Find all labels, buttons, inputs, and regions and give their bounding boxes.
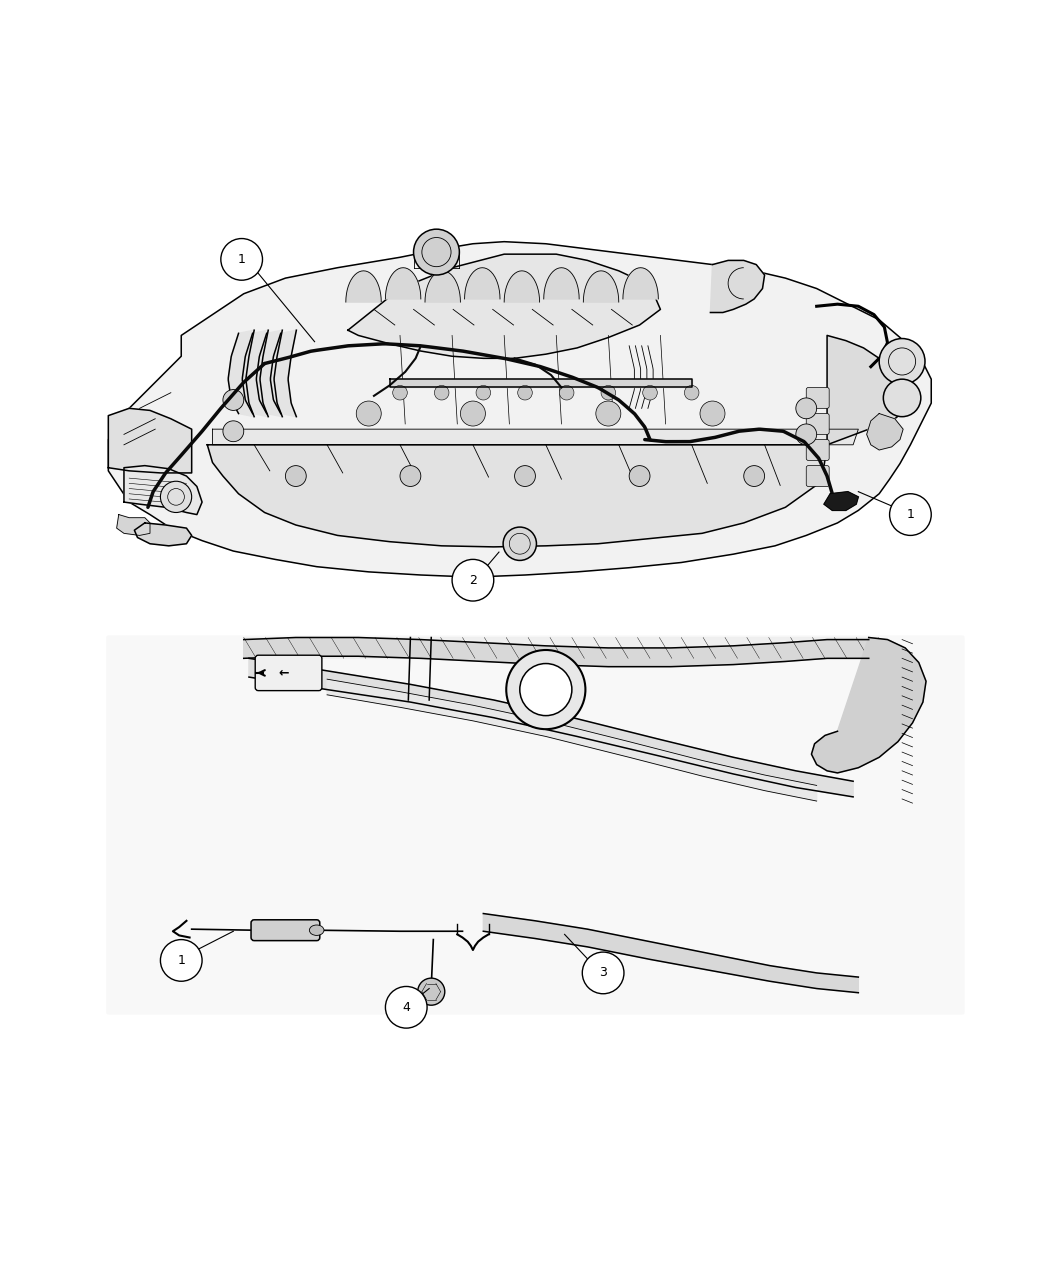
FancyBboxPatch shape [806, 465, 830, 487]
FancyBboxPatch shape [806, 440, 830, 460]
Polygon shape [244, 638, 868, 667]
Circle shape [453, 560, 494, 601]
Polygon shape [108, 242, 931, 578]
Text: 1: 1 [237, 252, 246, 266]
Text: 3: 3 [600, 966, 607, 979]
Polygon shape [425, 270, 460, 302]
Polygon shape [271, 330, 296, 417]
Polygon shape [623, 268, 658, 298]
Polygon shape [827, 335, 905, 445]
Polygon shape [345, 270, 381, 302]
Circle shape [414, 230, 460, 275]
Circle shape [400, 465, 421, 487]
Polygon shape [390, 379, 692, 388]
Polygon shape [124, 465, 202, 515]
Polygon shape [244, 638, 874, 658]
Circle shape [883, 379, 921, 417]
Text: 1: 1 [906, 507, 915, 521]
Circle shape [520, 663, 572, 715]
Text: 4: 4 [402, 1001, 411, 1014]
Circle shape [514, 465, 536, 487]
Circle shape [223, 390, 244, 411]
Circle shape [595, 402, 621, 426]
Circle shape [286, 465, 307, 487]
Polygon shape [584, 270, 618, 302]
Polygon shape [711, 260, 764, 312]
Polygon shape [134, 523, 192, 546]
Circle shape [223, 421, 244, 441]
Circle shape [796, 425, 817, 445]
Circle shape [601, 385, 615, 400]
Ellipse shape [310, 924, 324, 936]
FancyBboxPatch shape [806, 413, 830, 435]
Polygon shape [824, 492, 858, 510]
Polygon shape [243, 330, 268, 417]
Circle shape [518, 385, 532, 400]
Circle shape [356, 402, 381, 426]
Text: ←: ← [278, 667, 289, 680]
FancyBboxPatch shape [255, 655, 322, 691]
Polygon shape [212, 430, 858, 445]
Circle shape [796, 398, 817, 418]
Circle shape [629, 465, 650, 487]
Circle shape [161, 940, 202, 982]
Circle shape [385, 987, 427, 1028]
Polygon shape [483, 914, 858, 993]
FancyBboxPatch shape [806, 388, 830, 408]
Text: 2: 2 [469, 574, 477, 586]
Circle shape [700, 402, 724, 426]
Circle shape [503, 527, 537, 561]
Polygon shape [464, 268, 500, 298]
Circle shape [220, 238, 262, 280]
Polygon shape [504, 270, 540, 302]
Text: 1: 1 [177, 954, 185, 966]
Polygon shape [385, 268, 421, 298]
Circle shape [460, 402, 485, 426]
Polygon shape [812, 638, 926, 773]
Polygon shape [256, 330, 282, 417]
Polygon shape [348, 254, 660, 358]
Circle shape [889, 493, 931, 536]
Circle shape [418, 978, 445, 1005]
Circle shape [560, 385, 574, 400]
Circle shape [476, 385, 490, 400]
Circle shape [161, 481, 192, 513]
Circle shape [743, 465, 764, 487]
Circle shape [435, 385, 449, 400]
Circle shape [506, 650, 586, 729]
FancyBboxPatch shape [251, 919, 320, 941]
Polygon shape [117, 515, 150, 536]
Circle shape [879, 339, 925, 384]
Circle shape [583, 952, 624, 993]
Polygon shape [866, 413, 903, 450]
Polygon shape [249, 658, 853, 797]
Polygon shape [544, 268, 580, 298]
Circle shape [393, 385, 407, 400]
Circle shape [685, 385, 699, 400]
FancyBboxPatch shape [106, 635, 965, 1015]
Polygon shape [207, 445, 827, 547]
Polygon shape [328, 680, 817, 801]
Circle shape [643, 385, 657, 400]
Polygon shape [228, 330, 254, 417]
Polygon shape [108, 408, 192, 473]
